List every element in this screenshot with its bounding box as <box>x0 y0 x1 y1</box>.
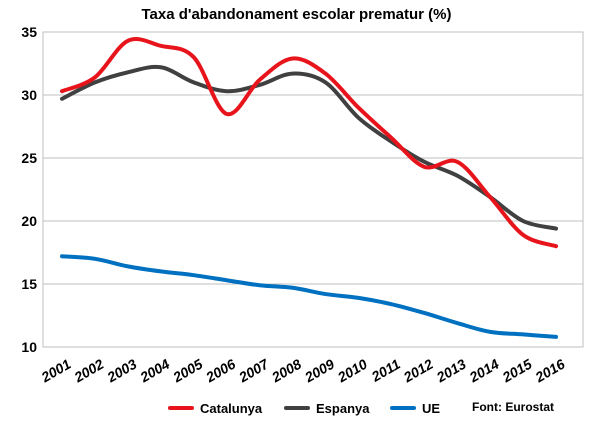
source-note: Font: Eurostat <box>472 400 554 414</box>
series-line-catalunya <box>60 37 558 249</box>
x-tick-label-2015: 2015 <box>499 356 535 386</box>
y-tick-label-35: 35 <box>21 24 37 40</box>
y-tick-label-30: 30 <box>21 87 37 103</box>
x-tick-label-2010: 2010 <box>334 356 370 386</box>
legend-label-espanya: Espanya <box>316 400 370 416</box>
x-tick-label-2013: 2013 <box>433 356 469 386</box>
x-tick-label-2011: 2011 <box>368 356 403 386</box>
series-line-espanya <box>60 64 558 231</box>
x-tick-label-2008: 2008 <box>268 356 304 386</box>
y-tick-label-20: 20 <box>21 213 37 229</box>
x-tick-label-2003: 2003 <box>104 356 140 386</box>
legend-swatch-ue <box>390 406 416 410</box>
chart-title: Taxa d'abandonament escolar prematur (%) <box>141 6 452 23</box>
y-tick-label-25: 25 <box>21 150 37 166</box>
legend-label-catalunya: Catalunya <box>200 400 263 416</box>
x-tick-label-2007: 2007 <box>235 355 272 386</box>
x-tick-label-2012: 2012 <box>400 356 436 386</box>
x-tick-label-2005: 2005 <box>169 356 205 386</box>
y-tick-label-15: 15 <box>21 276 37 292</box>
legend-item-espanya: Espanya <box>284 398 369 418</box>
legend-swatch-espanya <box>284 406 310 410</box>
legend: Catalunya Espanya UE <box>168 398 588 418</box>
x-tick-label-2001: 2001 <box>38 356 74 386</box>
legend-label-ue: UE <box>422 400 441 416</box>
x-tick-label-2009: 2009 <box>301 356 337 386</box>
legend-item-catalunya: Catalunya <box>168 398 262 418</box>
series-line-ue <box>60 254 558 339</box>
x-tick-label-2016: 2016 <box>532 356 568 386</box>
legend-swatch-catalunya <box>168 406 194 410</box>
x-tick-label-2006: 2006 <box>202 356 238 386</box>
x-tick-label-2004: 2004 <box>136 356 172 386</box>
legend-item-ue: UE <box>390 398 440 418</box>
x-tick-label-2002: 2002 <box>71 356 107 386</box>
y-tick-label-10: 10 <box>21 339 37 355</box>
plot-border <box>42 31 584 348</box>
x-tick-label-2014: 2014 <box>466 356 502 386</box>
